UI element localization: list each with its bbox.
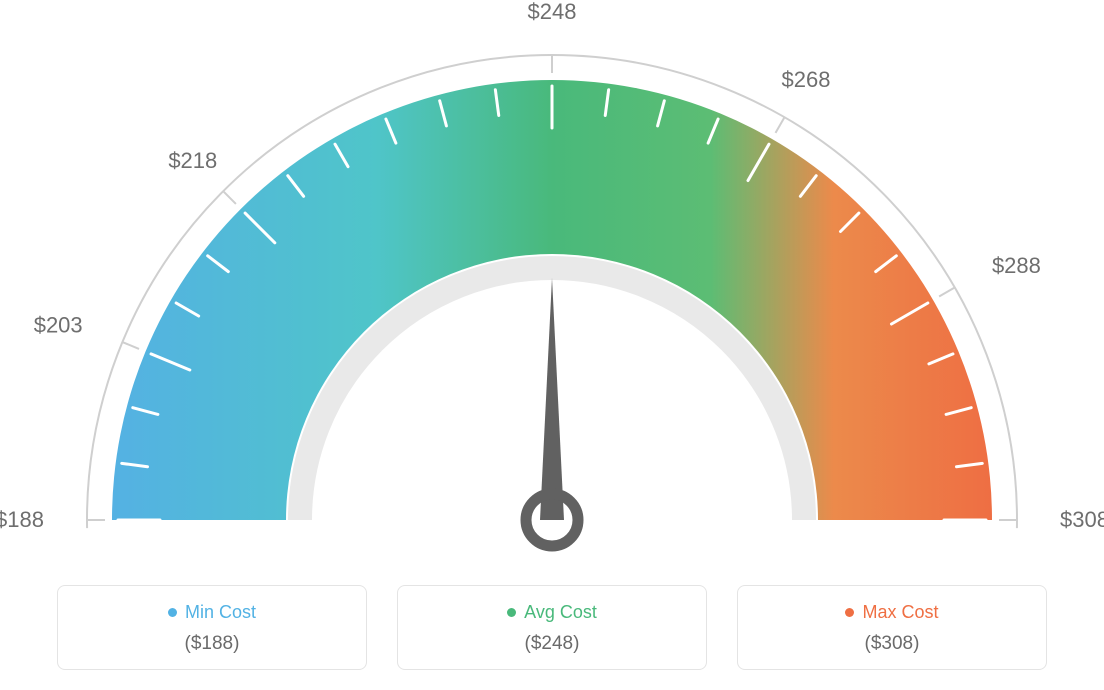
legend-value-max: ($308) bbox=[738, 633, 1046, 655]
legend-label-max: Max Cost bbox=[862, 602, 938, 622]
legend-title-avg: Avg Cost bbox=[398, 602, 706, 623]
dot-icon bbox=[845, 608, 854, 617]
legend-card-max: Max Cost ($308) bbox=[737, 585, 1047, 670]
legend-value-min: ($188) bbox=[58, 633, 366, 655]
legend-card-avg: Avg Cost ($248) bbox=[397, 585, 707, 670]
legend-title-max: Max Cost bbox=[738, 602, 1046, 623]
legend-row: Min Cost ($188) Avg Cost ($248) Max Cost… bbox=[0, 585, 1104, 670]
legend-card-min: Min Cost ($188) bbox=[57, 585, 367, 670]
svg-text:$308: $308 bbox=[1060, 507, 1104, 532]
svg-text:$218: $218 bbox=[168, 148, 217, 173]
svg-text:$288: $288 bbox=[992, 253, 1041, 278]
legend-value-avg: ($248) bbox=[398, 633, 706, 655]
legend-title-min: Min Cost bbox=[58, 602, 366, 623]
svg-text:$188: $188 bbox=[0, 507, 44, 532]
svg-text:$248: $248 bbox=[528, 0, 577, 24]
legend-label-avg: Avg Cost bbox=[524, 602, 597, 622]
legend-label-min: Min Cost bbox=[185, 602, 256, 622]
svg-text:$268: $268 bbox=[782, 67, 831, 92]
dot-icon bbox=[168, 608, 177, 617]
svg-text:$203: $203 bbox=[34, 313, 83, 338]
cost-gauge: $188 $203 $218 $248 $268 $288 $308 bbox=[0, 0, 1104, 560]
dot-icon bbox=[507, 608, 516, 617]
gauge-svg: $188 $203 $218 $248 $268 $288 $308 bbox=[0, 0, 1104, 560]
